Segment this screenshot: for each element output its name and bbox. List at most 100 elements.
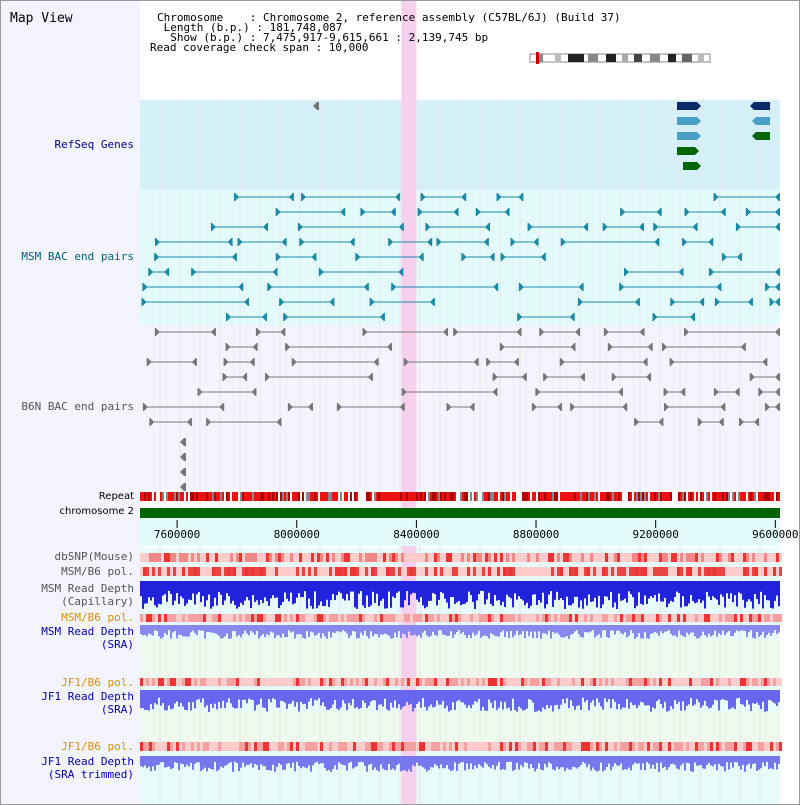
jf1-sra-depth-bar (594, 690, 596, 707)
msm-bac-pair-end (191, 268, 197, 276)
dbsnp-strip (617, 553, 620, 562)
jf1-read-depth-sra-label[interactable]: JF1 Read Depth (41, 690, 134, 703)
jf1-b6-pol-strip (644, 678, 647, 686)
msm-b6-pol-strip-2 (776, 614, 779, 622)
b6n-bac-track-label[interactable]: B6N BAC end pairs (21, 400, 134, 413)
refseq-track-label[interactable]: RefSeq Genes (54, 138, 134, 151)
msm-sra-depth-bar (676, 625, 678, 638)
dbsnp-track-label[interactable]: dbSNP(Mouse) (54, 550, 134, 563)
jf1-b6-pol-strip (767, 678, 770, 686)
jf1-sra-depth-bar (712, 690, 714, 705)
msm-b6-pol-strip-2 (638, 614, 641, 622)
msm-b6-pol-strip-2 (179, 614, 182, 622)
jf1-sra-depth-bar (430, 690, 432, 705)
msm-b6-pol-label-1[interactable]: MSM/B6 pol. (61, 565, 134, 578)
jf1-b6-pol-strip-2 (326, 742, 329, 751)
repeat-element (362, 492, 364, 501)
b6n-bac-pair-end (399, 403, 405, 411)
jf1-b6-pol-label-2[interactable]: JF1/B6 pol. (61, 740, 134, 753)
jf1-b6-pol-strip-2 (221, 742, 224, 751)
jf1-b6-pol-strip (755, 678, 758, 686)
jf1-b6-pol-strip-2 (746, 742, 749, 751)
repeat-element (140, 492, 142, 501)
msm-read-depth-capillary-label[interactable]: MSM Read Depth (41, 582, 134, 595)
repeat-element (152, 492, 154, 501)
jf1-trimmed-depth-bar (320, 756, 322, 764)
jf1-b6-pol-strip-2 (188, 742, 191, 751)
b6n-bac-pair-end (775, 388, 780, 396)
jf1-b6-pol-strip-2 (707, 742, 710, 751)
jf1-b6-pol-strip (731, 678, 734, 686)
jf1-trimmed-depth-bar (766, 756, 768, 762)
msm-capillary-depth-bar (496, 581, 498, 601)
msm-capillary-depth-bar (662, 581, 664, 602)
msm-capillary-depth-bar (624, 581, 626, 599)
repeat-element (194, 492, 196, 501)
msm-sra-depth-bar (240, 625, 242, 638)
dbsnp-strip (362, 553, 365, 562)
jf1-b6-pol-strip (593, 678, 596, 686)
jf1-trimmed-depth-bar (238, 756, 240, 772)
jf1-sra-depth-bar (182, 690, 184, 707)
coverage-span-info: Read coverage check span : 10,000 (150, 41, 369, 54)
msm-sra-depth-bar (710, 625, 712, 637)
repeat-element (682, 492, 684, 501)
msm-capillary-depth-bar (516, 581, 518, 600)
msm-read-depth-sra-label[interactable]: MSM Read Depth (41, 625, 134, 638)
msm-b6-pol-strip-2 (467, 614, 470, 622)
jf1-trimmed-depth-bar (412, 756, 414, 765)
msm-sra-depth-bar (576, 625, 578, 631)
jf1-sra-depth-bar (408, 690, 410, 705)
jf1-trimmed-depth-bar (630, 756, 632, 771)
msm-bac-pair-end (692, 223, 698, 231)
repeat-element (260, 492, 262, 501)
jf1-b6-pol-strip-2 (305, 742, 308, 751)
axis-tick-label: 7600000 (154, 528, 200, 541)
msm-bac-pair-end (670, 298, 676, 306)
repeat-element (530, 492, 532, 501)
repeat-element (728, 492, 730, 501)
msm-b6-pol-strip (152, 567, 155, 576)
msm-b6-pol-strip-2 (212, 614, 215, 622)
msm-b6-pol-strip (332, 567, 335, 576)
jf1-trimmed-depth-bar (284, 756, 286, 770)
jf1-read-depth-trimmed-label[interactable]: JF1 Read Depth (41, 755, 134, 768)
jf1-b6-pol-strip-2 (512, 742, 515, 751)
jf1-trimmed-depth-bar (744, 756, 746, 772)
msm-sra-depth-bar (434, 625, 436, 635)
msm-capillary-depth-bar (704, 581, 706, 609)
repeat-element (246, 492, 248, 501)
msm-bac-track-label[interactable]: MSM BAC end pairs (21, 250, 134, 263)
jf1-trimmed-depth-bar (704, 756, 706, 769)
msm-b6-pol-strip-2 (326, 614, 329, 622)
dbsnp-strip (566, 553, 569, 562)
jf1-trimmed-depth-bar (592, 756, 594, 768)
msm-sra-depth-bar (532, 625, 534, 638)
msm-b6-pol-strip-2 (398, 614, 401, 622)
jf1-sra-depth-bar (590, 690, 592, 703)
jf1-b6-pol-strip-2 (635, 742, 638, 751)
dbsnp-strip (650, 553, 653, 562)
dbsnp-strip (461, 553, 464, 562)
msm-b6-pol-label-2[interactable]: MSM/B6 pol. (61, 611, 134, 624)
jf1-b6-pol-label-1[interactable]: JF1/B6 pol. (61, 676, 134, 689)
jf1-b6-pol-strip (287, 678, 290, 686)
jf1-b6-pol-strip (707, 678, 710, 686)
dbsnp-strip (344, 553, 347, 562)
jf1-b6-pol-strip (746, 678, 749, 686)
repeat-element (678, 492, 680, 501)
msm-capillary-depth-bar (654, 581, 656, 595)
msm-capillary-depth-bar (622, 581, 624, 601)
msm-b6-pol-strip-2 (536, 614, 539, 622)
repeat-element (640, 492, 642, 501)
msm-sra-depth-bar (760, 625, 762, 636)
dbsnp-strip (191, 553, 194, 562)
msm-capillary-depth-bar (414, 581, 416, 594)
jf1-trimmed-depth-bar (728, 756, 730, 770)
msm-b6-pol-strip-2 (191, 614, 194, 622)
jf1-sra-depth-bar (428, 690, 430, 707)
msm-sra-depth-bar (442, 625, 444, 635)
jf1-trimmed-depth-bar (666, 756, 668, 770)
repeat-element (548, 492, 550, 501)
